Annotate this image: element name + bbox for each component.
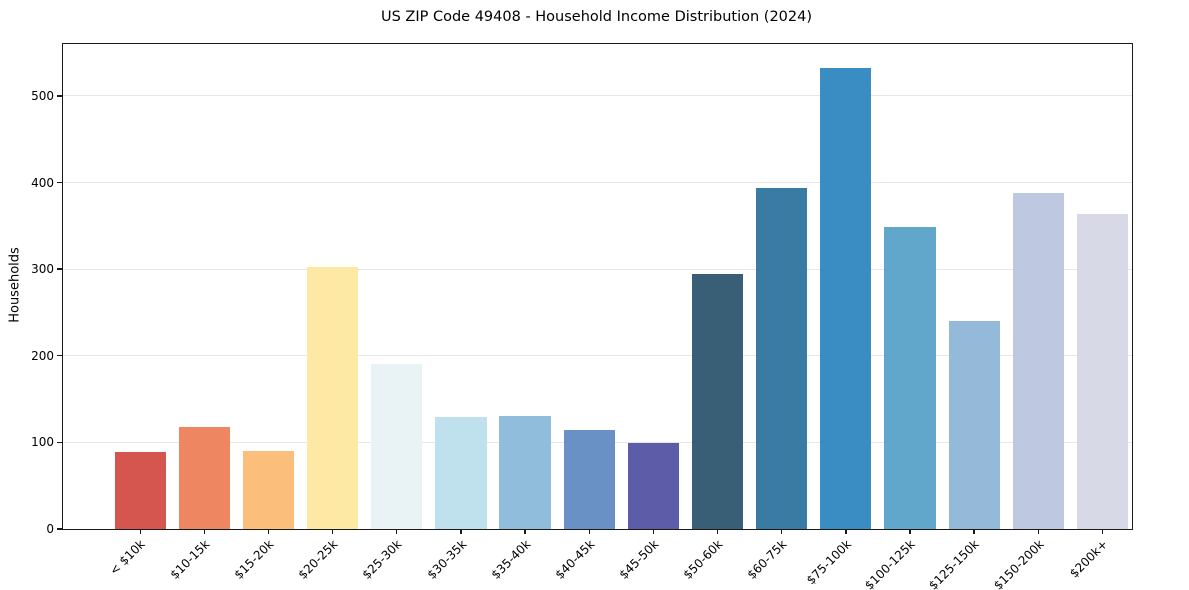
plot-area: 0 100 200 300 400 500 < $10k $10-15k $15-20k $20-… bbox=[31, 43, 1133, 590]
x-tick bbox=[716, 529, 719, 534]
bar bbox=[499, 416, 551, 529]
y-tick bbox=[57, 181, 62, 184]
x-tick bbox=[139, 529, 141, 534]
x-tick-label: < $10k bbox=[107, 537, 149, 578]
x-tick-label: $50-60k bbox=[680, 537, 726, 582]
x-tick bbox=[396, 529, 398, 534]
x-tick-label: $45-50k bbox=[616, 537, 662, 582]
bar bbox=[563, 430, 615, 529]
x-tick-label: $35-40k bbox=[488, 537, 534, 582]
x-tick bbox=[203, 529, 206, 534]
x-tick-label: $30-35k bbox=[423, 537, 469, 582]
gridline bbox=[63, 355, 1132, 357]
y-axis-label: Households bbox=[7, 247, 23, 323]
x-tick-label: $25-30k bbox=[359, 537, 405, 582]
x-tick bbox=[909, 529, 911, 534]
x-tick-label: $200k+ bbox=[1066, 537, 1111, 581]
bar bbox=[627, 443, 680, 529]
y-tick bbox=[57, 528, 62, 530]
y-tick-label: 500 bbox=[31, 88, 54, 103]
x-tick-label: $125-150k bbox=[926, 537, 983, 590]
gridline bbox=[63, 268, 1132, 270]
chart-title: US ZIP Code 49408 - Household Income Dis… bbox=[380, 9, 813, 25]
y-tick bbox=[57, 441, 62, 444]
y-tick-label: 100 bbox=[31, 435, 54, 450]
y-tick-label: 0 bbox=[46, 522, 54, 536]
bar bbox=[242, 451, 295, 529]
x-tick-label: $10-15k bbox=[167, 537, 213, 582]
x-tick bbox=[331, 529, 334, 534]
x-tick bbox=[524, 529, 526, 534]
bar bbox=[307, 267, 359, 529]
x-tick-label: $75-100k bbox=[803, 537, 854, 588]
x-tick bbox=[460, 529, 462, 534]
x-tick-label: $20-25k bbox=[295, 537, 341, 582]
x-tick bbox=[845, 529, 847, 534]
gridline bbox=[63, 182, 1132, 184]
x-tick bbox=[1101, 529, 1104, 534]
x-tick-label: $40-45k bbox=[552, 537, 598, 582]
y-tick-label: 200 bbox=[31, 348, 54, 363]
x-tick-label: $15-20k bbox=[231, 537, 277, 582]
bar bbox=[884, 226, 936, 529]
gridline bbox=[63, 95, 1132, 97]
bar bbox=[114, 451, 166, 529]
bar bbox=[178, 426, 230, 529]
y-tick bbox=[57, 268, 62, 270]
x-tick bbox=[781, 529, 783, 534]
x-tick bbox=[1037, 529, 1039, 534]
x-tick-label: $150-200k bbox=[990, 537, 1047, 590]
x-tick-label: $60-75k bbox=[744, 537, 790, 582]
bar bbox=[948, 321, 1000, 529]
x-tick-label: $100-125k bbox=[862, 537, 918, 590]
y-tick-label: 400 bbox=[31, 175, 54, 190]
x-tick bbox=[973, 529, 975, 534]
x-tick bbox=[267, 529, 270, 534]
bar bbox=[1012, 192, 1064, 529]
y-tick-label: 300 bbox=[31, 262, 54, 277]
bar bbox=[1076, 213, 1129, 529]
bar bbox=[691, 273, 744, 529]
bar bbox=[371, 363, 423, 529]
y-tick bbox=[57, 95, 62, 97]
x-tick bbox=[652, 529, 655, 534]
bar bbox=[820, 68, 872, 529]
x-tick bbox=[588, 529, 590, 534]
bar bbox=[756, 187, 808, 529]
bar bbox=[435, 417, 487, 529]
y-tick bbox=[57, 355, 62, 357]
